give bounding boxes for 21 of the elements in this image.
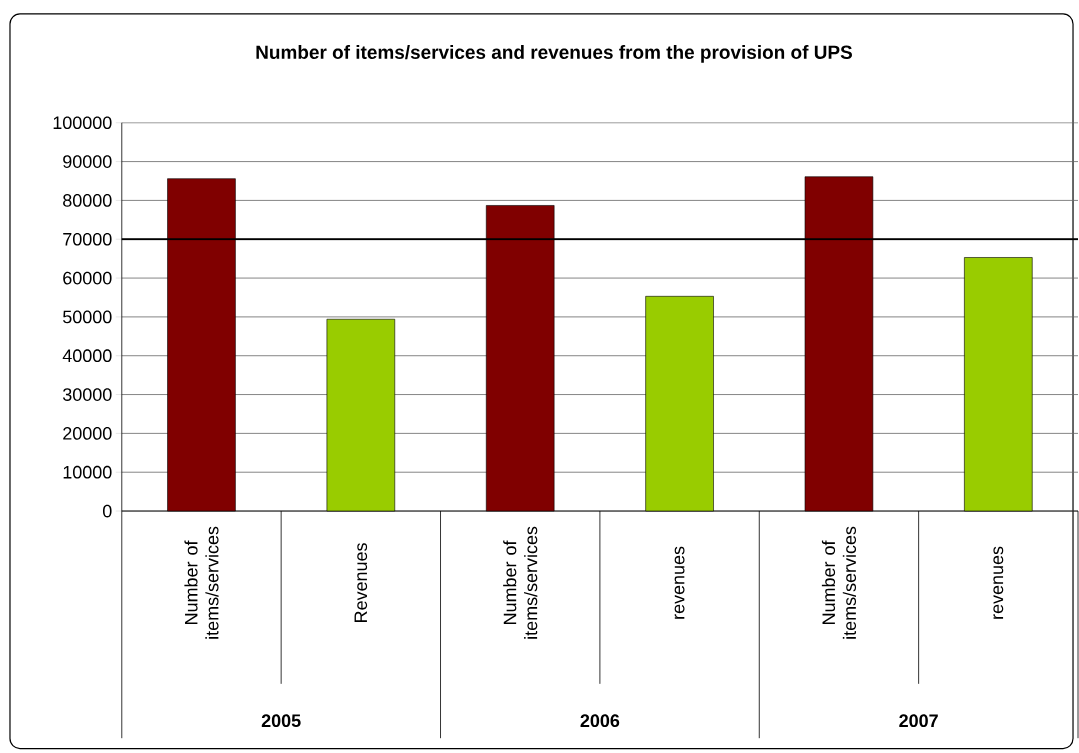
x-tick-label: revenues bbox=[993, 546, 1004, 619]
y-tick-label: 50000 bbox=[63, 310, 112, 324]
y-tick-label: 60000 bbox=[63, 271, 112, 285]
y-tick-label: 80000 bbox=[63, 194, 112, 207]
y-tick-label: 100000 bbox=[53, 116, 112, 130]
x-tick-label: Revenues bbox=[354, 543, 368, 623]
text: 2005 bbox=[261, 714, 301, 728]
y-tick-label: 10000 bbox=[63, 466, 112, 479]
y-tick-label: 0 bbox=[102, 504, 112, 518]
x-tick-label: revenues bbox=[674, 546, 685, 619]
y-tick-label: 90000 bbox=[63, 155, 112, 169]
y-tick-label: 40000 bbox=[62, 349, 112, 363]
x-tick-label: Number of items/services bbox=[821, 526, 857, 639]
text: 2006 bbox=[580, 714, 620, 728]
y-tick-label: 70000 bbox=[63, 233, 112, 246]
x-tick-label: Number of items/services bbox=[184, 526, 219, 639]
text: 2007 bbox=[899, 714, 938, 728]
x-tick-label: Number of items/services bbox=[503, 526, 538, 639]
chart-title: Number of items/services and revenues from the provision of UPS bbox=[256, 45, 852, 63]
y-tick-label: 30000 bbox=[62, 388, 112, 402]
y-tick-label: 20000 bbox=[63, 427, 112, 440]
